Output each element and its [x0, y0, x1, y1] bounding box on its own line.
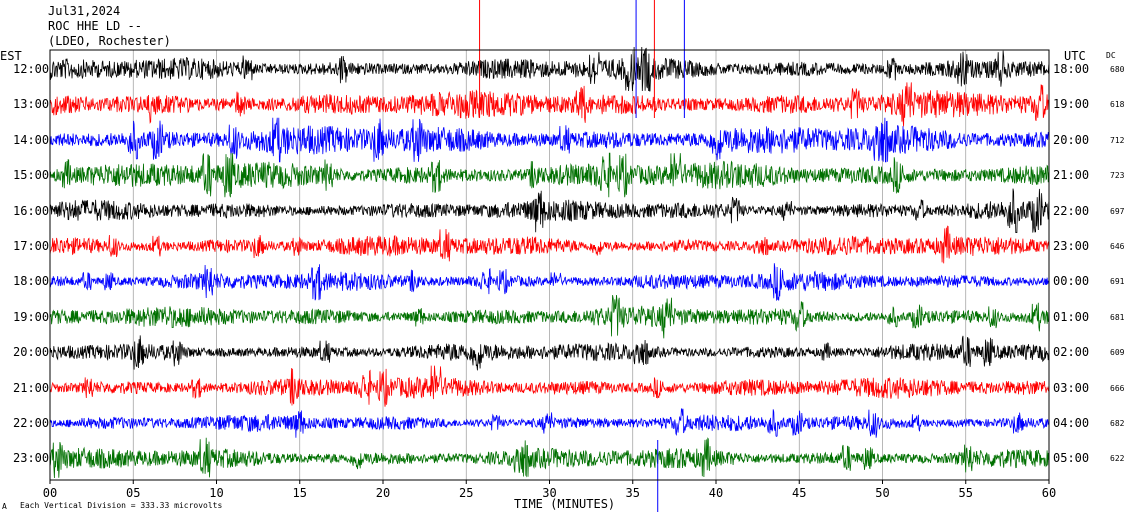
- trace-rows: [49, 0, 1050, 512]
- x-tick-label: 30: [542, 486, 556, 500]
- dc-offset-value: 680: [1110, 65, 1125, 74]
- trace-line: [49, 294, 1050, 339]
- trace-line: [49, 225, 1050, 264]
- est-time-label: 21:00: [13, 380, 50, 395]
- dc-offset-value: 682: [1110, 419, 1125, 428]
- est-time-label: 16:00: [13, 203, 50, 218]
- x-tick-label: 20: [376, 486, 390, 500]
- dc-offset-value: 666: [1110, 383, 1125, 393]
- x-tick-label: 45: [792, 486, 806, 500]
- x-tick-label: 25: [459, 486, 473, 500]
- est-time-label: 12:00: [13, 62, 50, 76]
- x-tick-label: 55: [959, 486, 973, 500]
- trace-line: [49, 408, 1050, 438]
- est-time-label: 13:00: [13, 97, 50, 112]
- est-time-label: 17:00: [13, 239, 50, 253]
- x-tick-label: 00: [43, 486, 57, 500]
- est-time-label: 22:00: [13, 416, 50, 430]
- trace-line: [49, 117, 1050, 163]
- trace-line: [50, 365, 1050, 407]
- utc-time-label: 01:00: [1053, 309, 1090, 324]
- dc-offset-value: 622: [1110, 454, 1125, 464]
- est-time-label: 18:00: [13, 274, 50, 289]
- dc-offset-value: 697: [1110, 206, 1125, 216]
- trace-line: [49, 263, 1050, 301]
- right-timezone-label: UTC: [1064, 49, 1086, 63]
- utc-time-label: 22:00: [1053, 203, 1090, 218]
- trace-line: [49, 335, 1050, 371]
- utc-time-label: 21:00: [1053, 168, 1090, 183]
- utc-time-label: 00:00: [1053, 274, 1090, 289]
- left-timezone-label: EST: [0, 49, 22, 63]
- header-network: (LDEO, Rochester): [48, 34, 171, 48]
- utc-time-label: 02:00: [1053, 345, 1090, 360]
- utc-time-label: 03:00: [1053, 380, 1090, 395]
- x-axis-ticks: 00 05 10 15 20 25 30 35 40 45 50 55 60: [43, 480, 1056, 500]
- header-date: Jul31,2024: [48, 4, 121, 18]
- dc-offset-value: 691: [1110, 277, 1125, 287]
- utc-time-label: 04:00: [1053, 416, 1090, 430]
- utc-time-label: 19:00: [1053, 97, 1090, 112]
- x-tick-label: 40: [709, 486, 723, 500]
- x-tick-label: 60: [1042, 486, 1056, 500]
- x-tick-label: 10: [209, 486, 223, 500]
- est-time-label: 19:00: [13, 309, 50, 324]
- utc-time-label: 23:00: [1053, 239, 1090, 253]
- x-tick-label: 50: [875, 486, 889, 500]
- trace-line: [49, 437, 1050, 479]
- dc-offset-value: 618: [1110, 100, 1125, 110]
- minute-grid: [132, 50, 967, 480]
- trace-line: [49, 152, 1050, 198]
- footer-scale-note: Each Vertical Division = 333.33 microvol…: [20, 501, 223, 510]
- dc-label: DC: [1106, 51, 1116, 60]
- trace-line: [49, 46, 1050, 92]
- dc-offset-value: 646: [1110, 242, 1125, 251]
- est-time-label: 15:00: [13, 168, 50, 183]
- utc-time-label: 20:00: [1053, 132, 1090, 147]
- x-tick-label: 35: [626, 486, 640, 500]
- x-axis-title: TIME (MINUTES): [514, 497, 616, 511]
- utc-time-label: 05:00: [1053, 451, 1090, 466]
- trace-line: [49, 82, 1049, 127]
- dc-offset-value: 681: [1110, 312, 1125, 322]
- est-time-label: 20:00: [13, 345, 50, 360]
- trace-line: [49, 188, 1050, 233]
- plot-frame: [49, 49, 1050, 481]
- utc-time-label: 18:00: [1053, 62, 1090, 76]
- footer-mark: A: [2, 502, 7, 511]
- x-tick-label: 15: [293, 486, 307, 500]
- est-time-label: 14:00: [13, 132, 50, 147]
- dc-offset-value: 712: [1110, 135, 1125, 145]
- x-tick-label: 05: [126, 486, 140, 500]
- dc-offset-value: 609: [1110, 348, 1125, 358]
- est-time-label: 23:00: [13, 451, 50, 466]
- dc-offset-value: 723: [1110, 171, 1125, 181]
- header-station: ROC HHE LD --: [48, 19, 142, 33]
